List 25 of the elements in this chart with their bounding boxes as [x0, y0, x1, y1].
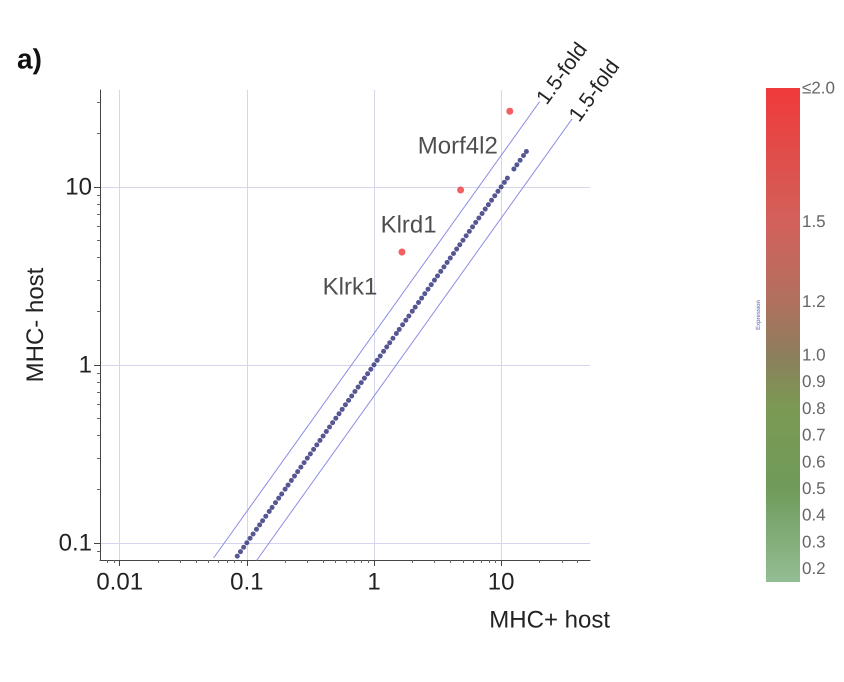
color-bar-label: 0.6 — [802, 452, 826, 472]
annotation: Klrd1 — [380, 211, 437, 238]
x-tick-label: 10 — [488, 568, 514, 596]
color-bar-label: 1.0 — [802, 346, 826, 365]
color-bar-label: 0.5 — [802, 479, 826, 498]
y-tick-label: 0.1 — [58, 529, 92, 556]
chart-title: a) — [17, 44, 42, 74]
annotation: Morf4l2 — [418, 132, 498, 160]
x-tick-label: 0.01 — [96, 568, 144, 596]
color-bar-label: ≤2.0 — [802, 78, 835, 98]
color-bar-label: 0.8 — [802, 398, 826, 418]
color-bar-label: 0.4 — [802, 506, 826, 525]
y-tick-label: 1 — [78, 351, 92, 378]
x-tick-label: 0.1 — [230, 568, 264, 596]
color-bar-label: 0.2 — [802, 559, 826, 578]
color-bar-label: 1.5 — [802, 212, 826, 232]
x-tick-label: 1 — [367, 568, 381, 596]
y-tick-label: 10 — [65, 173, 92, 200]
color-bar-label: 1.2 — [802, 292, 826, 312]
color-bar-label: 0.9 — [802, 372, 826, 392]
annotation: Klrk1 — [322, 274, 378, 301]
x-axis-title: MHC+ host — [489, 606, 610, 634]
color-bar-label: 0.3 — [802, 532, 826, 552]
color-bar-label: 0.7 — [802, 426, 826, 445]
y-axis-title: MHC- host — [22, 267, 50, 382]
